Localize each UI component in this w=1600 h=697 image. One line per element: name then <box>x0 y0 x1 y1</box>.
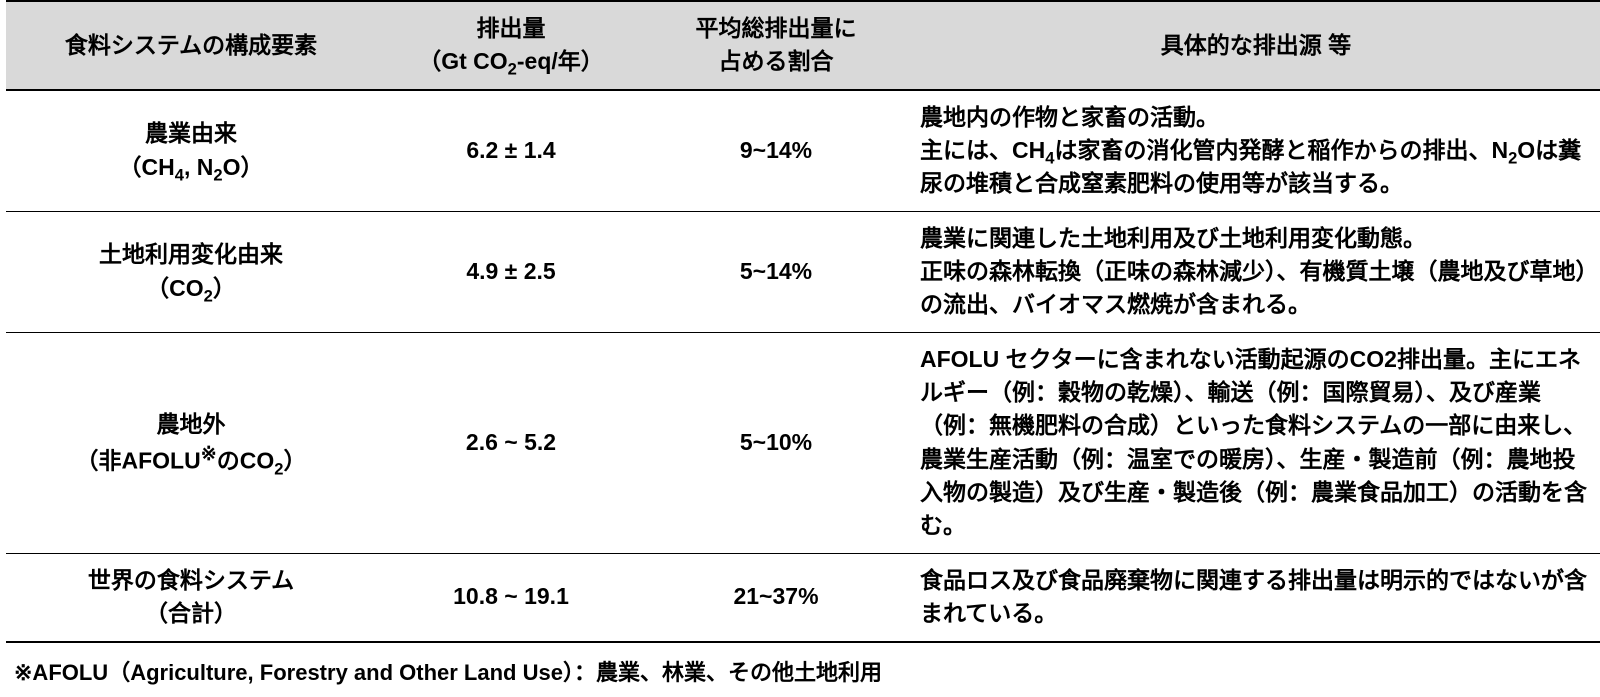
cell-share: 5~10% <box>646 332 906 553</box>
cell-share: 5~14% <box>646 211 906 332</box>
cell-share: 21~37% <box>646 553 906 641</box>
table-row: 農業由来（CH4, N2O） 6.2 ± 1.4 9~14% 農地内の作物と家畜… <box>6 90 1600 212</box>
col-header-emissions: 排出量（Gt CO2-eq/年） <box>376 1 646 90</box>
cell-description: 農地内の作物と家畜の活動。主には、CH4は家畜の消化管内発酵と稲作からの排出、N… <box>906 90 1600 212</box>
col-header-component: 食料システムの構成要素 <box>6 1 376 90</box>
cell-component: 農業由来（CH4, N2O） <box>6 90 376 212</box>
cell-share: 9~14% <box>646 90 906 212</box>
table-row: 農地外（非AFOLU※のCO2） 2.6 ~ 5.2 5~10% AFOLU セ… <box>6 332 1600 553</box>
cell-emissions: 6.2 ± 1.4 <box>376 90 646 212</box>
cell-emissions: 4.9 ± 2.5 <box>376 211 646 332</box>
cell-emissions: 10.8 ~ 19.1 <box>376 553 646 641</box>
cell-component: 農地外（非AFOLU※のCO2） <box>6 332 376 553</box>
cell-component: 土地利用変化由来（CO2） <box>6 211 376 332</box>
emissions-table: 食料システムの構成要素 排出量（Gt CO2-eq/年） 平均総排出量に占める割… <box>6 0 1600 643</box>
table-row: 世界の食料システム（合計） 10.8 ~ 19.1 21~37% 食品ロス及び食… <box>6 553 1600 641</box>
cell-description: 農業に関連した土地利用及び土地利用変化動態。正味の森林転換（正味の森林減少）、有… <box>906 211 1600 332</box>
cell-description: 食品ロス及び食品廃棄物に関連する排出量は明示的ではないが含まれている。 <box>906 553 1600 641</box>
table-row: 土地利用変化由来（CO2） 4.9 ± 2.5 5~14% 農業に関連した土地利… <box>6 211 1600 332</box>
table-header: 食料システムの構成要素 排出量（Gt CO2-eq/年） 平均総排出量に占める割… <box>6 1 1600 90</box>
cell-emissions: 2.6 ~ 5.2 <box>376 332 646 553</box>
table-body: 農業由来（CH4, N2O） 6.2 ± 1.4 9~14% 農地内の作物と家畜… <box>6 90 1600 642</box>
table-container: 食料システムの構成要素 排出量（Gt CO2-eq/年） 平均総排出量に占める割… <box>0 0 1600 697</box>
col-header-description: 具体的な排出源 等 <box>906 1 1600 90</box>
cell-description: AFOLU セクターに含まれない活動起源のCO2排出量。主にエネルギー（例：穀物… <box>906 332 1600 553</box>
col-header-share: 平均総排出量に占める割合 <box>646 1 906 90</box>
footnote: ※AFOLU（Agriculture, Forestry and Other L… <box>6 643 1594 687</box>
cell-component: 世界の食料システム（合計） <box>6 553 376 641</box>
